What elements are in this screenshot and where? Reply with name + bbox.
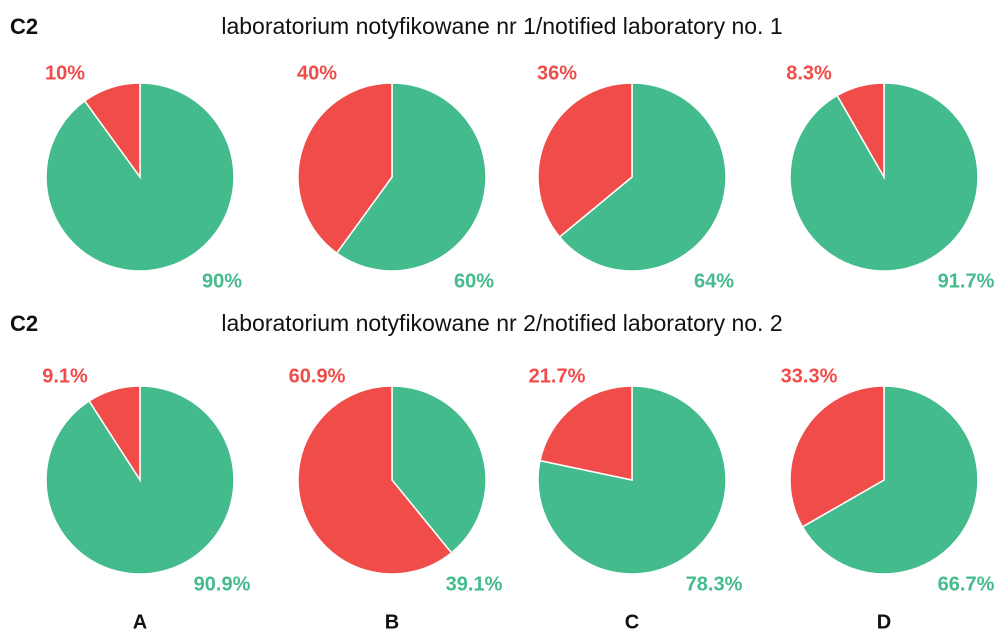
value-label: 9.1% bbox=[42, 365, 88, 387]
pie-slice bbox=[297, 385, 453, 575]
pie-slice bbox=[789, 385, 885, 528]
pie-slice bbox=[836, 82, 885, 180]
value-label: 66.7% bbox=[938, 573, 994, 595]
pie-slice bbox=[88, 385, 141, 483]
panel-title: laboratorium notyfikowane nr 1/notified … bbox=[221, 13, 782, 39]
pie-slice bbox=[335, 82, 487, 272]
pie-slice bbox=[537, 82, 633, 238]
value-label: 40% bbox=[297, 62, 337, 84]
value-label: 36% bbox=[537, 62, 577, 84]
pie-slice bbox=[391, 385, 487, 554]
panel-label: C2 bbox=[10, 14, 38, 39]
column-label: C bbox=[625, 611, 639, 633]
value-label: 90.9% bbox=[194, 573, 251, 595]
panel-label: C2 bbox=[10, 311, 38, 336]
value-label: 91.7% bbox=[938, 270, 994, 292]
column-label: A bbox=[133, 611, 147, 633]
pie-slice bbox=[558, 82, 727, 272]
value-label: 8.3% bbox=[786, 62, 832, 84]
value-label: 60.9% bbox=[289, 365, 346, 387]
pie-slice bbox=[539, 385, 633, 481]
value-label: 10% bbox=[45, 62, 85, 84]
pie-slice bbox=[297, 82, 393, 255]
value-label: 33.3% bbox=[781, 365, 838, 387]
pie-slice bbox=[83, 82, 141, 180]
value-label: 60% bbox=[454, 270, 494, 292]
pie-slice bbox=[801, 385, 979, 575]
value-label: 78.3% bbox=[686, 573, 743, 595]
column-label: B bbox=[385, 611, 399, 633]
value-label: 64% bbox=[694, 270, 734, 292]
value-label: 21.7% bbox=[529, 365, 586, 387]
value-label: 90% bbox=[202, 270, 242, 292]
value-label: 39.1% bbox=[446, 573, 503, 595]
column-label: D bbox=[877, 611, 891, 633]
panel-title: laboratorium notyfikowane nr 2/notified … bbox=[221, 310, 782, 336]
